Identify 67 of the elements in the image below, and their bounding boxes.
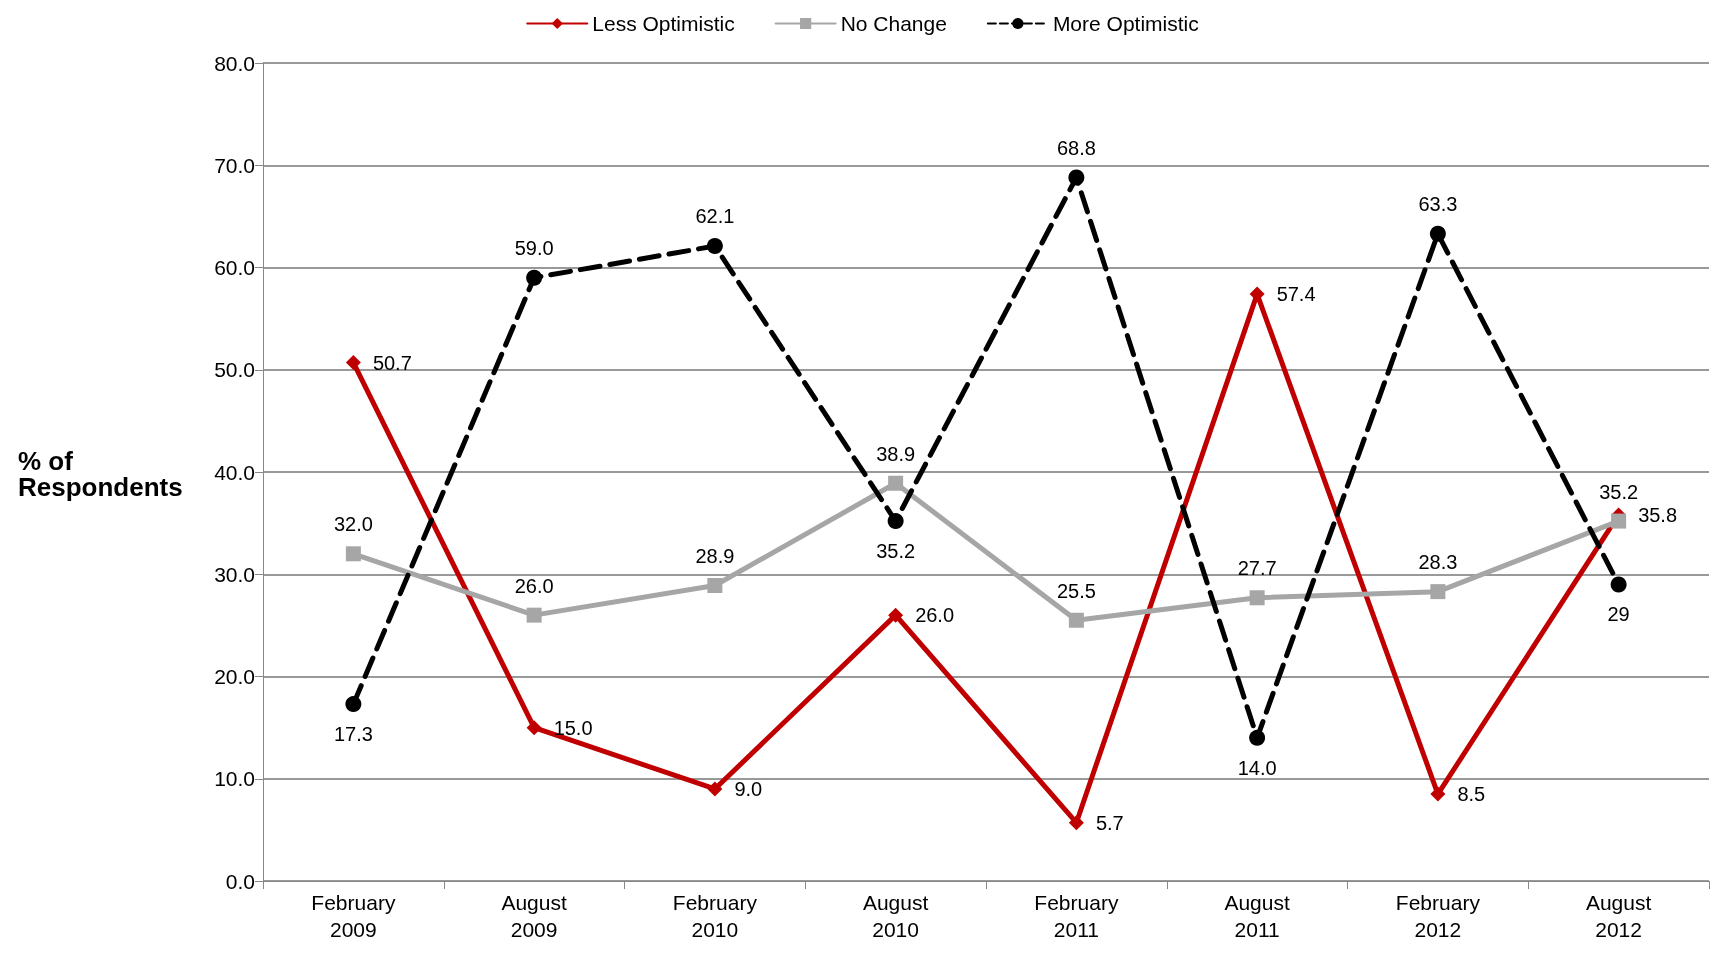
- data-label: 57.4: [1276, 283, 1316, 306]
- data-label: 38.9: [876, 442, 916, 465]
- x-tick-label: August 2011: [1224, 891, 1290, 941]
- point: [1430, 584, 1446, 600]
- point: [1249, 729, 1266, 746]
- y-tick-label: 50.0: [214, 358, 255, 382]
- x-tick-label: August 2009: [501, 891, 567, 941]
- y-tick-label: 70.0: [214, 153, 255, 177]
- data-label: 50.7: [372, 351, 412, 374]
- data-label: 5.7: [1095, 811, 1124, 834]
- point: [526, 269, 543, 286]
- data-label: 9.0: [734, 777, 763, 800]
- y-tick-label: 60.0: [214, 256, 255, 279]
- y-tick-label: 40.0: [214, 460, 255, 484]
- point: [526, 607, 542, 623]
- x-tick-label: February 2009: [311, 891, 396, 941]
- point: [706, 238, 723, 255]
- data-label: 35.2: [1599, 480, 1639, 503]
- data-label: 32.0: [333, 513, 373, 536]
- x-tick-label: August 2012: [1585, 891, 1652, 941]
- data-label: 28.9: [695, 545, 735, 567]
- x-tick-label: February 2011: [1034, 891, 1119, 941]
- data-label: 8.5: [1457, 783, 1486, 806]
- legend-label: More Optimistic: [1052, 12, 1199, 35]
- point: [888, 607, 904, 623]
- data-label: 29: [1607, 603, 1630, 626]
- data-label: 68.8: [1056, 136, 1096, 159]
- point: [1068, 815, 1084, 831]
- point: [888, 475, 904, 491]
- data-label: 26.0: [514, 574, 554, 597]
- point: [887, 513, 904, 530]
- y-tick-label: 80.0: [214, 51, 255, 75]
- point: [1068, 169, 1085, 186]
- point: [1249, 590, 1265, 606]
- point: [345, 546, 361, 562]
- point: [526, 720, 542, 736]
- point: [1068, 612, 1084, 628]
- data-label: 35.8: [1638, 503, 1678, 526]
- point: [1611, 513, 1627, 529]
- data-label: 17.3: [333, 723, 373, 746]
- y-tick-label: 30.0: [214, 562, 255, 586]
- data-label: 63.3: [1418, 192, 1458, 215]
- legend-label: Less Optimistic: [592, 12, 735, 35]
- y-axis-title: % of Respondents: [18, 446, 183, 502]
- data-label: 59.0: [514, 236, 554, 259]
- y-tick-label: 0.0: [225, 869, 255, 893]
- point: [707, 781, 723, 797]
- x-tick-label: February 2010: [672, 891, 758, 941]
- x-tick-label: February 2012: [1395, 891, 1481, 941]
- data-label: 62.1: [695, 205, 735, 228]
- data-label: 14.0: [1237, 756, 1277, 779]
- point: [1429, 225, 1446, 242]
- data-label: 25.5: [1056, 579, 1096, 602]
- data-label: 26.0: [915, 604, 955, 627]
- y-tick-label: 20.0: [214, 665, 255, 688]
- point: [345, 696, 362, 713]
- data-label: 15.0: [553, 716, 593, 739]
- x-tick-label: August 2010: [862, 891, 929, 941]
- point: [1610, 576, 1627, 593]
- data-label: 35.2: [876, 540, 916, 563]
- point: [345, 355, 361, 371]
- data-label: 28.3: [1418, 551, 1458, 574]
- data-label: 27.7: [1237, 557, 1277, 580]
- point: [1430, 786, 1446, 802]
- legend-label: No Change: [840, 12, 947, 35]
- y-tick-label: 10.0: [214, 767, 255, 791]
- point: [707, 578, 723, 593]
